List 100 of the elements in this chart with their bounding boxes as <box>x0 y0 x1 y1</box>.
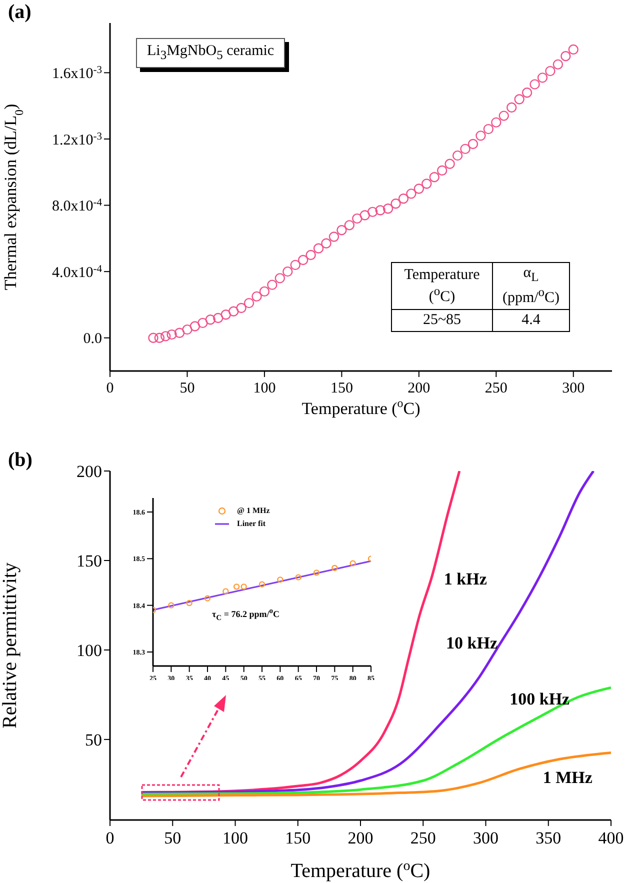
x-tick-label: 300 <box>473 828 498 848</box>
point <box>483 124 494 134</box>
point <box>295 574 302 580</box>
point <box>568 44 578 55</box>
point <box>545 66 556 76</box>
y-tick-label: 1.6x10$^{-3}$ <box>52 64 102 82</box>
point <box>468 138 478 150</box>
x-tick-label: 400 <box>598 828 624 848</box>
point <box>352 213 362 224</box>
annotation: τ$_{C}$ = 76.2 ppm/$^{o}$C <box>212 606 280 622</box>
point <box>552 59 564 70</box>
y-tick-label: 8.0x10$^{-4}$ <box>52 197 103 215</box>
point <box>222 588 229 594</box>
point <box>522 88 532 98</box>
series-label: 1 kHz <box>444 570 488 589</box>
x-tick-label: 150 <box>285 828 311 848</box>
point <box>530 79 540 90</box>
point <box>182 324 192 335</box>
point <box>328 232 340 242</box>
point <box>476 130 486 141</box>
y-tick-label: 4.0x10$^{-4}$ <box>52 263 103 281</box>
chart-title: (a) <box>8 1 32 23</box>
point <box>204 595 211 602</box>
point <box>259 286 270 297</box>
x-tick-label: 0 <box>106 828 114 848</box>
point <box>148 332 158 343</box>
x-tick-label: 50 <box>180 380 195 396</box>
y-tick-label: 200 <box>76 462 102 481</box>
point <box>429 172 440 182</box>
point <box>350 560 356 566</box>
legend-label: Liner fit <box>237 519 266 528</box>
point <box>414 184 424 194</box>
point <box>174 328 185 338</box>
annotation: Li$_{3}$MgNbO$_{5}$ ceramic <box>147 43 274 62</box>
point <box>244 298 254 308</box>
y-tick-label: 1.2x10$^{-3}$ <box>52 130 102 148</box>
x-tick-label: 250 <box>410 828 436 848</box>
point <box>240 584 247 590</box>
point <box>491 117 502 128</box>
point <box>236 302 246 314</box>
line-series <box>140 686 611 796</box>
x-tick-label: 50 <box>164 828 182 848</box>
point <box>213 312 224 324</box>
x-tick-label: 350 <box>536 828 562 848</box>
point <box>422 178 432 189</box>
point <box>514 94 524 104</box>
point <box>390 198 401 209</box>
point <box>398 194 409 204</box>
point <box>506 102 517 113</box>
point <box>233 584 240 590</box>
x-tick-label: 100 <box>222 828 248 848</box>
x-tick-label: 200 <box>348 828 374 848</box>
point <box>274 273 286 284</box>
point <box>336 225 347 236</box>
point <box>298 254 308 266</box>
point <box>321 238 332 248</box>
point <box>220 310 231 320</box>
x-axis-title: Temperature ($^{o}$C) <box>302 396 420 418</box>
y-axis-title: Relative permittivity <box>0 562 21 729</box>
annotation: 25~85 <box>422 312 462 328</box>
point <box>382 204 394 214</box>
point <box>267 280 278 290</box>
point <box>160 331 171 342</box>
point <box>406 188 416 199</box>
annotation: α$_{L}$ (ppm/$^{o}$C) <box>502 265 560 306</box>
point <box>313 243 324 254</box>
point <box>560 51 571 62</box>
chart-title: (b) <box>8 449 32 471</box>
point <box>444 158 455 169</box>
y-tick-label: 150 <box>76 551 102 570</box>
x-tick-label: 250 <box>484 380 508 396</box>
point <box>452 150 463 161</box>
x-tick-label: 150 <box>330 380 353 396</box>
annotation: 4.4 <box>522 312 540 328</box>
point <box>252 291 262 302</box>
point <box>154 332 165 343</box>
x-tick-label: 300 <box>562 380 585 396</box>
series-label: 1 MHz <box>542 768 593 788</box>
point <box>306 250 316 260</box>
point <box>313 570 320 576</box>
point <box>460 144 470 154</box>
point <box>498 110 509 121</box>
y-tick-label: 0.0 <box>83 331 102 348</box>
point <box>198 318 208 328</box>
point <box>367 206 378 218</box>
x-tick-label: 0 <box>106 380 114 396</box>
point <box>290 260 300 270</box>
legend-label: @ 1 MHz <box>237 506 270 515</box>
point <box>360 210 370 220</box>
series-label: 100 kHz <box>510 690 570 709</box>
point <box>258 581 266 588</box>
x-tick-label: 100 <box>253 380 276 396</box>
point <box>277 576 284 583</box>
x-tick-label: 200 <box>408 380 430 396</box>
annotation: Temperature ($^{o}$C) <box>404 266 480 304</box>
point <box>166 329 177 340</box>
point <box>282 266 293 277</box>
point <box>190 321 200 332</box>
point <box>375 205 386 216</box>
point <box>436 165 448 176</box>
